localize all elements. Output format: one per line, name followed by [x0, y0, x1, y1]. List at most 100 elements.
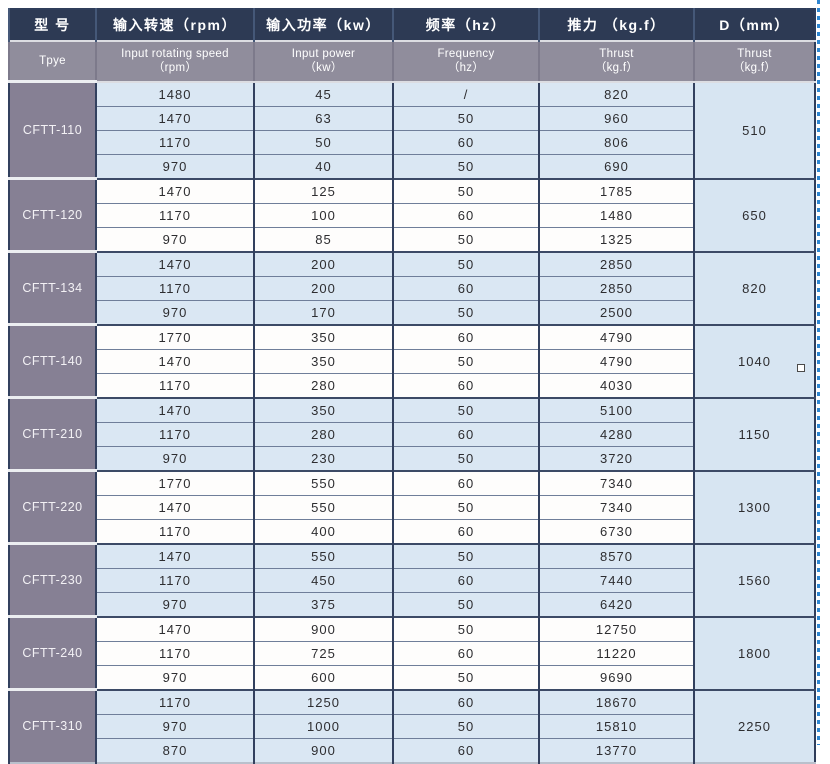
model-cell: CFTT-140 — [8, 323, 96, 398]
power-cell: 85 — [253, 226, 393, 252]
frequency-cell: 60 — [392, 129, 539, 154]
thrust-cell: 12750 — [538, 615, 694, 641]
thrust-cell: 2850 — [538, 250, 694, 276]
power-cell: 350 — [253, 323, 393, 349]
power-cell: 1250 — [253, 688, 393, 714]
table-row: CFTT-220 1770 550 60 7340 1300 — [8, 469, 815, 544]
table-row: 970 1000 50 15810 — [9, 713, 815, 738]
rpm-cell: 1470 — [95, 494, 254, 519]
power-cell: 1000 — [253, 713, 393, 738]
power-cell: 50 — [253, 129, 393, 154]
header-row-english: Tpye Input rotating speed （rpm） Input po… — [8, 40, 815, 83]
power-cell: 450 — [253, 567, 393, 592]
thrust-cell: 4030 — [538, 372, 694, 398]
diameter-cell: 1300 — [693, 469, 815, 544]
rpm-cell: 1170 — [95, 421, 254, 446]
power-cell: 125 — [253, 177, 393, 203]
frequency-cell: 50 — [392, 105, 539, 130]
header-thrust-en-line2: （kg.f） — [594, 62, 639, 75]
rpm-cell: 1770 — [95, 323, 254, 349]
model-cell: CFTT-120 — [8, 177, 96, 252]
power-cell: 400 — [253, 518, 393, 544]
model-cell: CFTT-310 — [8, 688, 96, 763]
rpm-cell: 1170 — [95, 567, 254, 592]
spec-table: 型 号 输入转速（rpm） 输入功率（kw） 频率（hz） 推力 （kg.f） … — [8, 8, 816, 764]
frequency-cell: 60 — [392, 421, 539, 446]
frequency-cell: 50 — [392, 542, 539, 568]
table-row: 970 375 50 6420 — [9, 591, 815, 617]
model-cell: CFTT-134 — [8, 250, 96, 325]
power-cell: 230 — [253, 445, 393, 471]
power-cell: 100 — [253, 202, 393, 227]
frequency-cell: 60 — [392, 372, 539, 398]
frequency-cell: 50 — [392, 348, 539, 373]
thrust-cell: 1480 — [538, 202, 694, 227]
frequency-cell: 60 — [392, 737, 539, 763]
selection-dashed-border — [817, 0, 820, 745]
power-cell: 350 — [253, 396, 393, 422]
diameter-cell: 650 — [693, 177, 815, 252]
power-cell: 725 — [253, 640, 393, 665]
thrust-cell: 690 — [538, 153, 694, 179]
rpm-cell: 1470 — [95, 615, 254, 641]
frequency-cell: 50 — [392, 664, 539, 690]
diameter-cell: 1800 — [693, 615, 815, 690]
rpm-cell: 970 — [95, 445, 254, 471]
thrust-cell: 8570 — [538, 542, 694, 568]
rpm-cell: 1470 — [95, 250, 254, 276]
thrust-cell: 11220 — [538, 640, 694, 665]
power-cell: 200 — [253, 250, 393, 276]
rpm-cell: 1170 — [95, 129, 254, 154]
rpm-cell: 1470 — [95, 105, 254, 130]
power-cell: 550 — [253, 494, 393, 519]
model-cell: CFTT-230 — [8, 542, 96, 617]
rpm-cell: 1470 — [95, 542, 254, 568]
power-cell: 63 — [253, 105, 393, 130]
thrust-cell: 820 — [538, 80, 694, 106]
table-row: 1470 350 50 4790 — [9, 348, 815, 373]
thrust-cell: 9690 — [538, 664, 694, 690]
diameter-cell: 2250 — [693, 688, 815, 763]
header-input-speed-en: Input rotating speed （rpm） — [95, 40, 254, 83]
thrust-cell: 2500 — [538, 299, 694, 325]
table-row: CFTT-240 1470 900 50 12750 1800 — [8, 615, 815, 690]
thrust-cell: 15810 — [538, 713, 694, 738]
header-frequency-en-line1: Frequency — [437, 47, 495, 60]
power-cell: 350 — [253, 348, 393, 373]
power-cell: 600 — [253, 664, 393, 690]
thrust-cell: 13770 — [538, 737, 694, 763]
table-row: 1170 200 60 2850 — [9, 275, 815, 300]
table-row: CFTT-134 1470 200 50 2850 820 — [8, 250, 815, 325]
thrust-cell: 960 — [538, 105, 694, 130]
spec-table-body: CFTT-110 1480 45/820 510 1470 63 50 960 1170 50 60… — [8, 80, 815, 763]
header-input-speed-cn: 输入转速（rpm） — [95, 9, 254, 41]
rpm-cell: 1470 — [95, 348, 254, 373]
power-cell: 200 — [253, 275, 393, 300]
thrust-cell: 7340 — [538, 494, 694, 519]
frequency-cell: 60 — [392, 518, 539, 544]
header-type-en-line1: Tpye — [39, 54, 66, 67]
power-cell: 550 — [253, 469, 393, 495]
thrust-cell: 4280 — [538, 421, 694, 446]
table-row: CFTT-230 1470 550 50 8570 1560 — [8, 542, 815, 617]
thrust-cell: 4790 — [538, 348, 694, 373]
table-row: CFTT-140 1770 350 60 4790 1040 — [8, 323, 815, 398]
header-input-power-en: Input power （kw） — [253, 40, 393, 83]
header-diameter-en-line2: （kg.f） — [732, 62, 777, 75]
rpm-cell: 1170 — [95, 202, 254, 227]
power-cell: 375 — [253, 591, 393, 617]
table-row: 1170 725 60 11220 — [9, 640, 815, 665]
thrust-cell: 18670 — [538, 688, 694, 714]
thrust-cell: 5100 — [538, 396, 694, 422]
rpm-cell: 970 — [95, 299, 254, 325]
frequency-cell: 50 — [392, 615, 539, 641]
rpm-cell: 970 — [95, 153, 254, 179]
table-row: 970 600 50 9690 — [9, 664, 815, 690]
header-frequency-en-line2: （hz） — [447, 62, 485, 75]
selection-resize-handle[interactable] — [797, 364, 805, 372]
model-cell: CFTT-220 — [8, 469, 96, 544]
header-frequency-cn: 频率（hz） — [392, 9, 539, 41]
diameter-cell: 1040 — [693, 323, 815, 398]
frequency-cell: 50 — [392, 299, 539, 325]
power-cell: 550 — [253, 542, 393, 568]
